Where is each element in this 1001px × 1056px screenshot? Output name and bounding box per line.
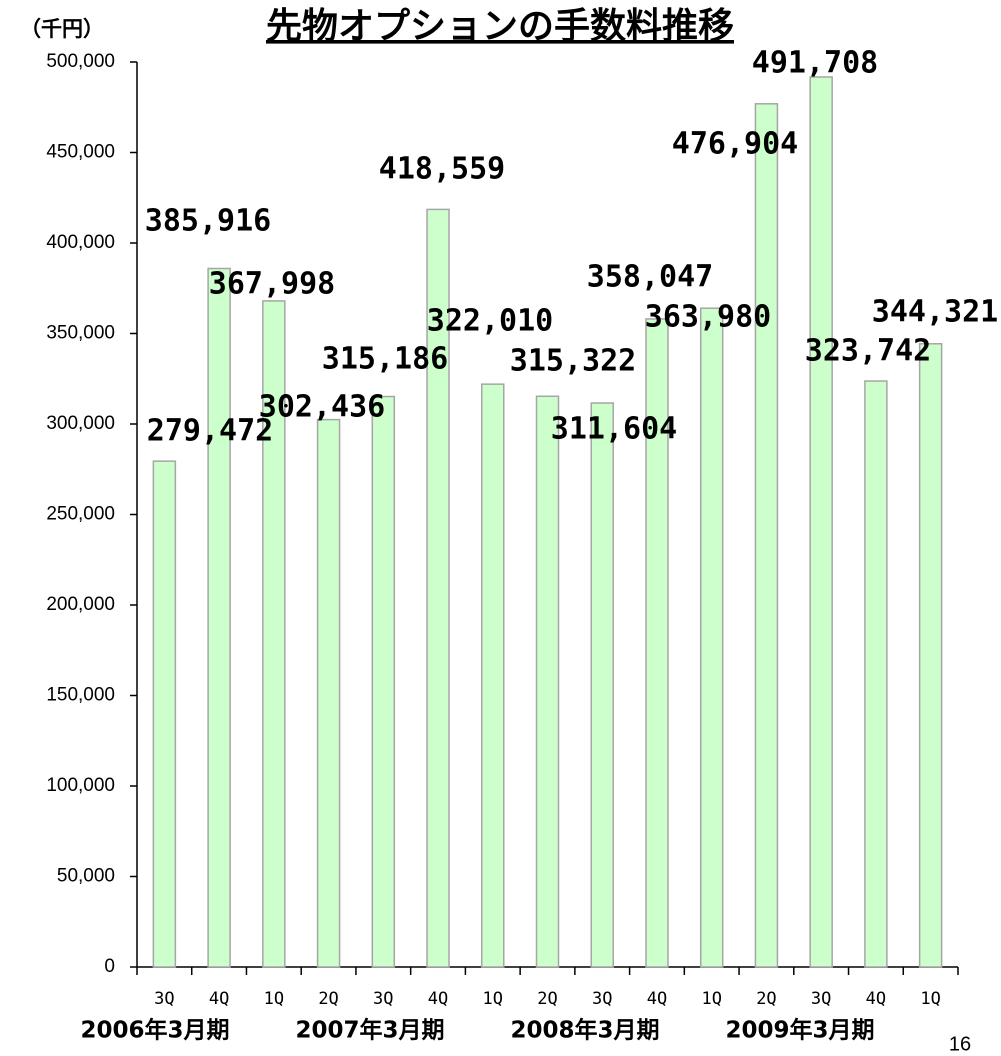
x-tick-label: 4Q bbox=[866, 989, 886, 1009]
x-tick-label: 2Q bbox=[756, 989, 776, 1009]
x-tick-label: 3Q bbox=[154, 989, 174, 1009]
group-label: 2007年3月期 bbox=[295, 1017, 444, 1044]
y-unit: （千円） bbox=[20, 17, 104, 41]
data-label: 363,980 bbox=[645, 300, 771, 335]
bar bbox=[699, 307, 724, 968]
y-tick-label: 300,000 bbox=[46, 413, 115, 434]
bar bbox=[864, 380, 888, 968]
chart-title: 先物オプションの手数料推移 bbox=[266, 6, 734, 47]
y-tick-label: 350,000 bbox=[46, 323, 115, 344]
x-tick-label: 1Q bbox=[701, 989, 721, 1009]
data-label: 344,321 bbox=[872, 295, 998, 330]
y-tick-label: 250,000 bbox=[46, 504, 115, 525]
bar bbox=[481, 383, 505, 968]
y-tick-label: 500,000 bbox=[46, 51, 115, 72]
group-label: 2006年3月期 bbox=[80, 1017, 229, 1044]
x-tick-label: 2Q bbox=[537, 989, 557, 1009]
data-label: 367,998 bbox=[209, 267, 335, 302]
x-tick-label: 3Q bbox=[592, 989, 612, 1009]
y-tick-label: 0 bbox=[104, 956, 115, 977]
data-label: 476,904 bbox=[672, 127, 798, 162]
y-tick-label: 200,000 bbox=[46, 594, 115, 615]
bar bbox=[426, 208, 450, 968]
x-tick-label: 1Q bbox=[483, 989, 503, 1009]
bar bbox=[535, 395, 560, 968]
y-tick-label: 50,000 bbox=[57, 866, 115, 887]
data-label: 323,742 bbox=[805, 334, 931, 369]
data-label: 302,436 bbox=[259, 390, 385, 425]
x-tick-label: 1Q bbox=[920, 989, 940, 1009]
data-label: 315,186 bbox=[322, 342, 448, 377]
x-tick-label: 4Q bbox=[428, 989, 448, 1009]
x-tick-label: 4Q bbox=[209, 989, 229, 1009]
x-tick-label: 3Q bbox=[373, 989, 393, 1009]
x-tick-label: 1Q bbox=[264, 989, 284, 1009]
bar bbox=[262, 300, 286, 968]
bar bbox=[207, 267, 231, 968]
data-label: 322,010 bbox=[427, 304, 553, 339]
data-label: 418,559 bbox=[379, 152, 505, 187]
bar bbox=[152, 460, 177, 968]
bar bbox=[316, 418, 341, 968]
x-tick-label: 3Q bbox=[811, 989, 831, 1009]
bar bbox=[590, 402, 614, 968]
x-tick-label: 4Q bbox=[647, 989, 667, 1009]
bar bbox=[918, 343, 943, 968]
bar bbox=[754, 103, 779, 968]
bar bbox=[645, 318, 669, 968]
data-label: 385,916 bbox=[145, 204, 271, 239]
group-label: 2008年3月期 bbox=[510, 1017, 659, 1044]
group-label: 2009年3月期 bbox=[725, 1017, 874, 1044]
x-tick-label: 2Q bbox=[318, 989, 338, 1009]
data-label: 315,322 bbox=[510, 344, 636, 379]
y-tick-label: 450,000 bbox=[46, 142, 115, 163]
bar bbox=[371, 395, 396, 968]
data-label: 279,472 bbox=[147, 414, 273, 449]
y-tick-label: 100,000 bbox=[46, 775, 115, 796]
y-tick-label: 150,000 bbox=[46, 685, 115, 706]
y-tick-label: 400,000 bbox=[46, 232, 115, 253]
data-label: 491,708 bbox=[752, 46, 878, 81]
bar bbox=[809, 76, 833, 968]
data-label: 358,047 bbox=[587, 260, 713, 295]
data-label: 311,604 bbox=[551, 412, 677, 447]
page-number: 16 bbox=[949, 1033, 971, 1055]
